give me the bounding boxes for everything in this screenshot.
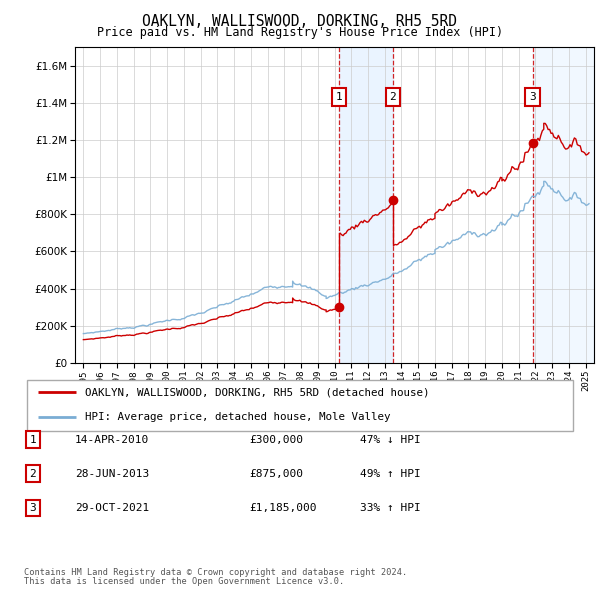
Bar — [533, 47, 594, 363]
Text: This data is licensed under the Open Government Licence v3.0.: This data is licensed under the Open Gov… — [24, 578, 344, 586]
Text: £300,000: £300,000 — [249, 435, 303, 444]
Text: £1,185,000: £1,185,000 — [249, 503, 317, 513]
Text: 28-JUN-2013: 28-JUN-2013 — [75, 469, 149, 478]
Text: 29-OCT-2021: 29-OCT-2021 — [75, 503, 149, 513]
Text: Price paid vs. HM Land Registry's House Price Index (HPI): Price paid vs. HM Land Registry's House … — [97, 26, 503, 39]
Text: 2: 2 — [29, 469, 37, 478]
Text: Contains HM Land Registry data © Crown copyright and database right 2024.: Contains HM Land Registry data © Crown c… — [24, 568, 407, 577]
Text: 3: 3 — [529, 92, 536, 102]
FancyBboxPatch shape — [27, 380, 573, 431]
Text: 1: 1 — [336, 92, 343, 102]
Bar — [339, 47, 393, 363]
Text: 47% ↓ HPI: 47% ↓ HPI — [360, 435, 421, 444]
Text: 14-APR-2010: 14-APR-2010 — [75, 435, 149, 444]
Text: OAKLYN, WALLISWOOD, DORKING, RH5 5RD: OAKLYN, WALLISWOOD, DORKING, RH5 5RD — [143, 14, 458, 29]
Text: HPI: Average price, detached house, Mole Valley: HPI: Average price, detached house, Mole… — [85, 412, 390, 422]
Text: 49% ↑ HPI: 49% ↑ HPI — [360, 469, 421, 478]
Text: £875,000: £875,000 — [249, 469, 303, 478]
Text: 3: 3 — [29, 503, 37, 513]
Text: 1: 1 — [29, 435, 37, 444]
Text: 33% ↑ HPI: 33% ↑ HPI — [360, 503, 421, 513]
Text: 2: 2 — [389, 92, 397, 102]
Text: OAKLYN, WALLISWOOD, DORKING, RH5 5RD (detached house): OAKLYN, WALLISWOOD, DORKING, RH5 5RD (de… — [85, 387, 429, 397]
